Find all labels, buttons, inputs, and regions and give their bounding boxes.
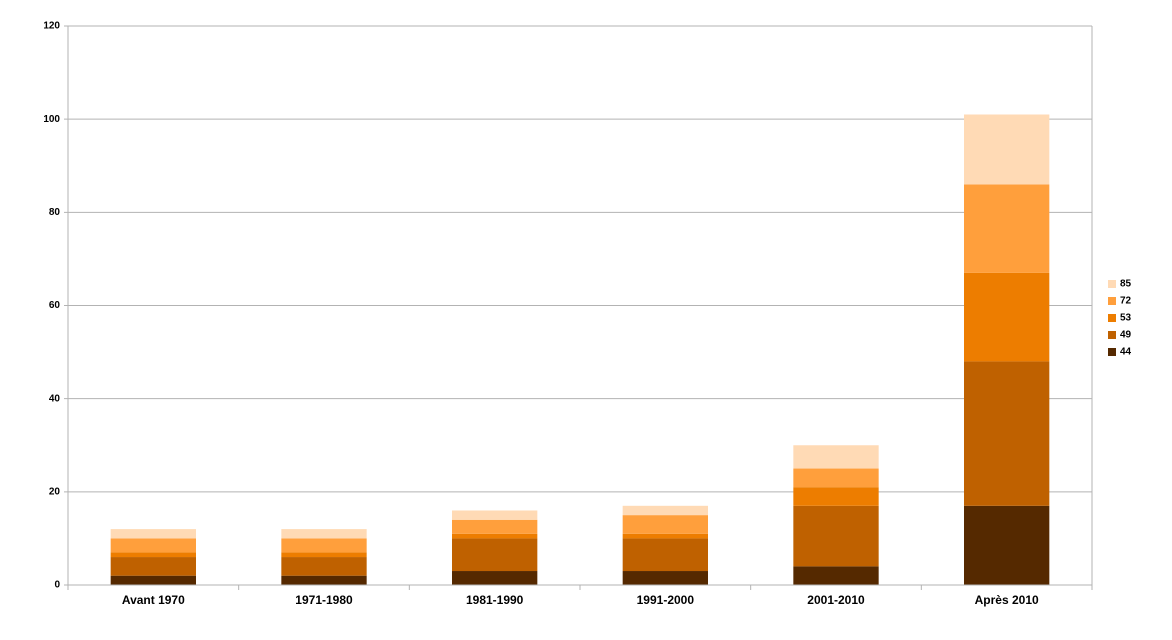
bar-segment — [110, 552, 196, 558]
bar-segment — [964, 184, 1050, 273]
x-tick-label: 1981-1990 — [466, 593, 524, 607]
x-tick-label: 2001-2010 — [807, 593, 865, 607]
x-tick-label: 1991-2000 — [637, 593, 695, 607]
y-tick-label: 40 — [49, 393, 61, 404]
bar-segment — [793, 566, 879, 585]
y-tick-label: 100 — [43, 114, 60, 125]
bar-segment — [793, 505, 879, 567]
bar-segment — [964, 361, 1050, 506]
bar-segment — [964, 505, 1050, 585]
bar-segment — [622, 533, 708, 539]
legend-label: 72 — [1120, 296, 1132, 307]
legend-label: 44 — [1120, 347, 1132, 358]
x-tick-label: 1971-1980 — [295, 593, 353, 607]
bar-segment — [622, 515, 708, 534]
bar-segment — [110, 538, 196, 553]
y-tick-label: 20 — [49, 486, 61, 497]
bar-segment — [622, 538, 708, 572]
legend-label: 85 — [1120, 279, 1132, 290]
x-tick-label: Après 2010 — [975, 593, 1039, 607]
bar-segment — [793, 445, 879, 469]
y-tick-label: 120 — [43, 21, 60, 32]
bar-segment — [964, 272, 1050, 362]
y-tick-label: 60 — [49, 300, 61, 311]
x-tick-label: Avant 1970 — [122, 593, 185, 607]
bar-segment — [452, 533, 538, 539]
legend-swatch — [1108, 280, 1116, 288]
bar-segment — [452, 538, 538, 572]
bar-segment — [452, 510, 538, 520]
bar-segment — [452, 571, 538, 585]
legend-swatch — [1108, 348, 1116, 356]
bar-segment — [281, 529, 367, 539]
bar-segment — [110, 575, 196, 585]
legend-swatch — [1108, 314, 1116, 322]
bar-segment — [281, 552, 367, 558]
legend-label: 53 — [1120, 313, 1132, 324]
y-tick-label: 80 — [49, 207, 61, 218]
bar-segment — [964, 114, 1050, 185]
bar-segment — [281, 538, 367, 553]
bar-segment — [793, 468, 879, 488]
legend-label: 49 — [1120, 330, 1132, 341]
legend-swatch — [1108, 297, 1116, 305]
bar-segment — [622, 571, 708, 585]
bar-segment — [452, 519, 538, 534]
y-tick-label: 0 — [54, 580, 60, 591]
legend-swatch — [1108, 331, 1116, 339]
bar-segment — [793, 487, 879, 506]
bar-segment — [622, 505, 708, 516]
bar-segment — [110, 529, 196, 539]
bar-segment — [281, 575, 367, 585]
bar-segment — [281, 557, 367, 576]
bar-segment — [110, 557, 196, 576]
